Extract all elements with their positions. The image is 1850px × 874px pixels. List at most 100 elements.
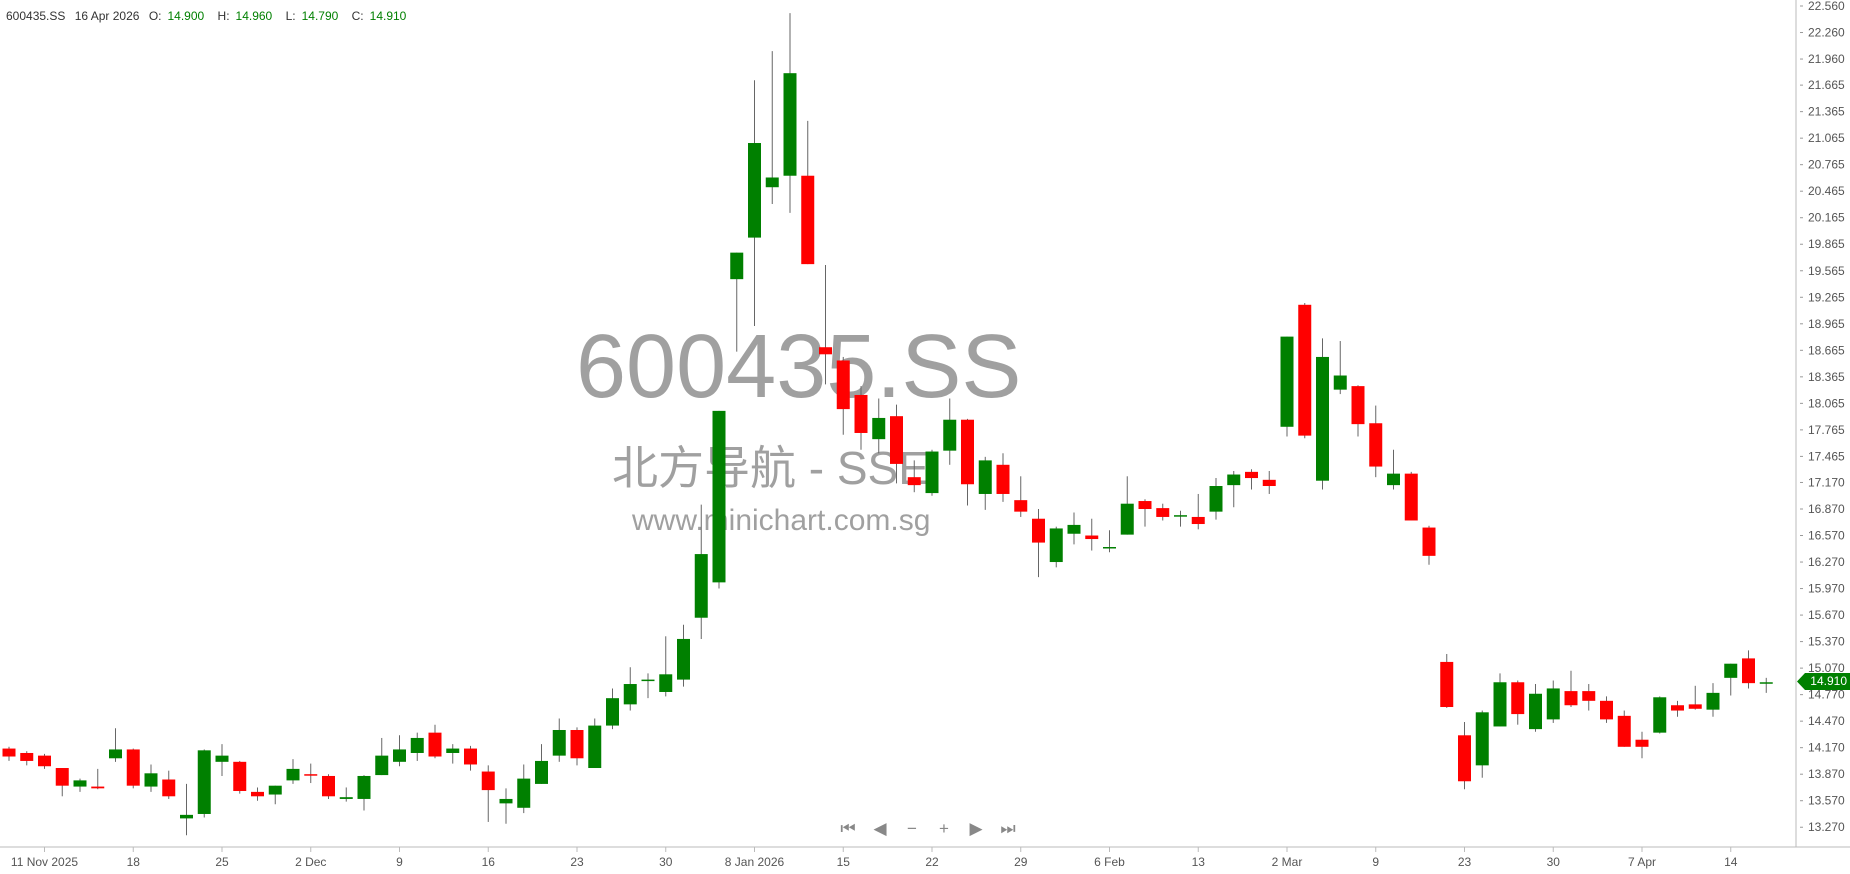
y-tick-label: 13.270 (1808, 820, 1845, 834)
candle (1511, 680, 1525, 725)
candle-body (1564, 691, 1578, 706)
candle (1156, 503, 1170, 521)
candle-body (535, 760, 548, 784)
first-icon[interactable]: ⏮ (840, 819, 856, 838)
candle-body (1671, 705, 1684, 711)
candle-body (304, 774, 318, 776)
candle (659, 636, 673, 697)
y-tick-label: 16.270 (1808, 555, 1845, 569)
open-label: O: (148, 9, 162, 23)
candle (748, 80, 761, 327)
x-tick-label: 25 (215, 855, 229, 869)
close-label: C: (351, 9, 364, 23)
candle-body (286, 768, 300, 781)
x-tick-label: 2 Dec (295, 855, 326, 869)
candle-body (55, 768, 69, 786)
candle-body (446, 748, 460, 753)
chart-navigation: ⏮ ◀ − + ▶ ⏭ (832, 819, 1024, 839)
x-tick-label: 22 (925, 855, 939, 869)
candle-body (1209, 486, 1223, 512)
candle (1742, 650, 1755, 689)
candle (819, 265, 832, 385)
candle (197, 749, 211, 818)
candle-body (428, 732, 442, 757)
candle-body (1032, 518, 1045, 543)
candle-body (801, 175, 815, 265)
candle-body (1351, 386, 1365, 425)
candle-body (730, 252, 744, 280)
y-tick-label: 18.665 (1808, 343, 1845, 357)
prev-icon[interactable]: ◀ (873, 819, 887, 838)
x-tick-label: 9 (396, 855, 403, 869)
candle-body (1280, 336, 1294, 427)
symbol-label: 600435.SS (6, 9, 66, 23)
candle-body (1759, 682, 1773, 684)
candle (499, 788, 513, 824)
candle-body (1262, 479, 1276, 487)
candle-body (91, 786, 105, 789)
x-tick-label: 30 (659, 855, 673, 869)
x-tick-label: 9 (1372, 855, 1379, 869)
candle (144, 764, 158, 792)
candle (1191, 493, 1205, 530)
zoom-out-icon[interactable]: − (907, 819, 917, 838)
candle-body (322, 775, 335, 797)
candle (410, 732, 424, 761)
x-tick-label: 6 Feb (1094, 855, 1125, 869)
candle-body (641, 679, 655, 682)
candle (872, 398, 886, 454)
candle-body (606, 698, 619, 726)
candle (215, 744, 229, 776)
open-value: 14.900 (167, 9, 205, 23)
candle (1546, 680, 1560, 723)
candle (91, 768, 105, 790)
candle (712, 410, 726, 589)
candle-body (126, 749, 140, 786)
candle-body (393, 749, 406, 762)
next-icon[interactable]: ▶ (969, 819, 983, 838)
candle (1387, 449, 1400, 490)
candle-body (268, 785, 282, 795)
candle-body (180, 814, 193, 819)
candle (1280, 336, 1294, 437)
candle-body (1369, 423, 1383, 467)
y-tick-label: 18.365 (1808, 370, 1845, 384)
candle (1369, 405, 1383, 478)
candle-body (1546, 688, 1560, 720)
candle (570, 727, 584, 766)
x-tick-label: 13 (1192, 855, 1206, 869)
zoom-in-icon[interactable]: + (939, 819, 949, 838)
candle-body (1653, 697, 1667, 733)
y-tick-label: 17.170 (1808, 475, 1845, 489)
candle (126, 748, 140, 789)
candle (1724, 663, 1738, 696)
x-tick-label: 11 Nov 2025 (11, 855, 78, 869)
y-tick-label: 18.065 (1808, 396, 1845, 410)
candle-body (854, 394, 868, 433)
candle-body (251, 791, 264, 797)
candle-body (1245, 471, 1258, 479)
candle (854, 386, 868, 450)
candle-body (1014, 500, 1028, 512)
candle (943, 398, 957, 465)
last-icon[interactable]: ⏭ (1000, 819, 1016, 838)
candle (1103, 530, 1116, 553)
y-tick-label: 18.965 (1808, 317, 1845, 331)
x-tick-label: 30 (1547, 855, 1561, 869)
candle (481, 765, 495, 822)
candle (322, 774, 335, 799)
candle (1333, 341, 1347, 395)
candle-body (659, 674, 673, 692)
candle (1582, 684, 1596, 711)
y-tick-label: 15.970 (1808, 582, 1845, 596)
candle (2, 746, 16, 761)
candle (535, 744, 548, 784)
candle-body (1298, 304, 1312, 436)
candle-body (109, 749, 122, 759)
candle (233, 760, 247, 794)
candle (304, 763, 318, 784)
candle (588, 718, 602, 769)
high-label: H: (217, 9, 230, 23)
candle-body (1688, 704, 1702, 709)
